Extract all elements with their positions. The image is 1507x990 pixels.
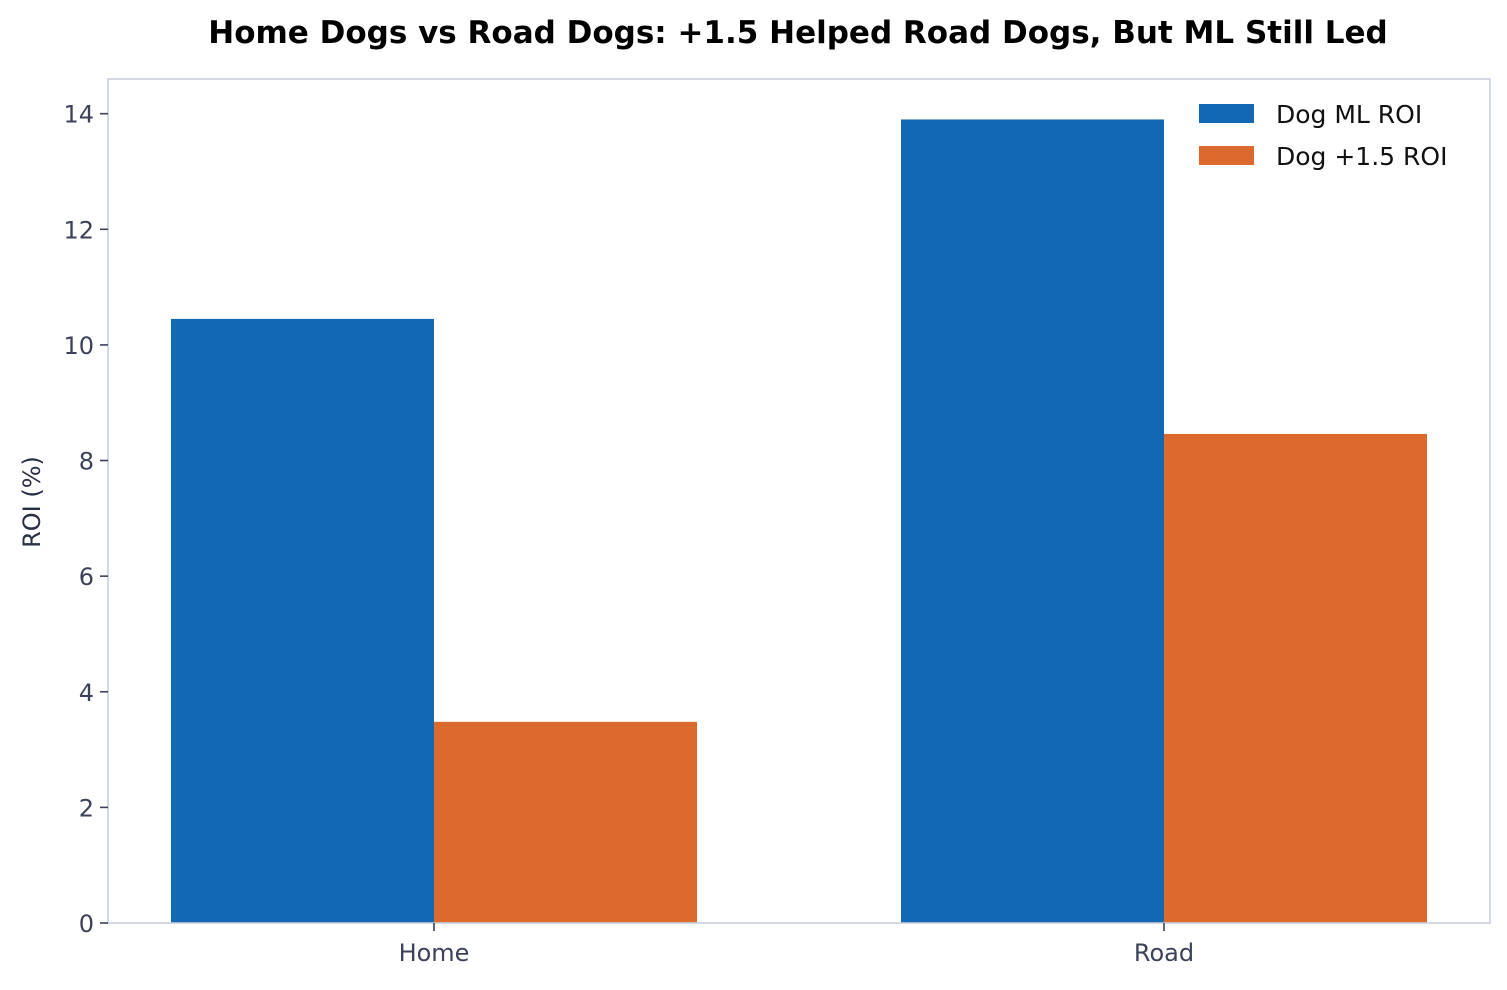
legend: Dog ML ROI Dog +1.5 ROI (1199, 100, 1447, 171)
y-tick-label: 4 (79, 679, 94, 707)
plot-frame (107, 78, 1491, 924)
y-tick-label: 12 (63, 216, 94, 244)
legend-swatch-2 (1199, 146, 1254, 165)
bar-road-series-1 (901, 119, 1164, 923)
axes-layer: 0 2 4 6 8 10 12 14 Home Road (63, 78, 1491, 967)
y-tick-label: 0 (79, 910, 94, 938)
legend-swatch-1 (1199, 104, 1254, 123)
y-tick-label: 2 (79, 794, 94, 822)
legend-label-2: Dog +1.5 ROI (1276, 142, 1447, 171)
x-tick-label-road: Road (1134, 939, 1194, 967)
x-tick-label-home: Home (399, 939, 470, 967)
bar-home-series-2 (434, 721, 697, 923)
bars-layer (171, 119, 1427, 923)
bar-home-series-1 (171, 318, 434, 923)
bar-road-series-2 (1164, 433, 1427, 923)
y-tick-label: 8 (79, 448, 94, 476)
chart-title: Home Dogs vs Road Dogs: +1.5 Helped Road… (208, 15, 1387, 51)
legend-label-1: Dog ML ROI (1276, 100, 1422, 129)
y-tick-label: 14 (63, 101, 94, 129)
y-axis-label: ROI (%) (18, 456, 46, 548)
y-tick-label: 10 (63, 332, 94, 360)
y-tick-label: 6 (79, 563, 94, 591)
